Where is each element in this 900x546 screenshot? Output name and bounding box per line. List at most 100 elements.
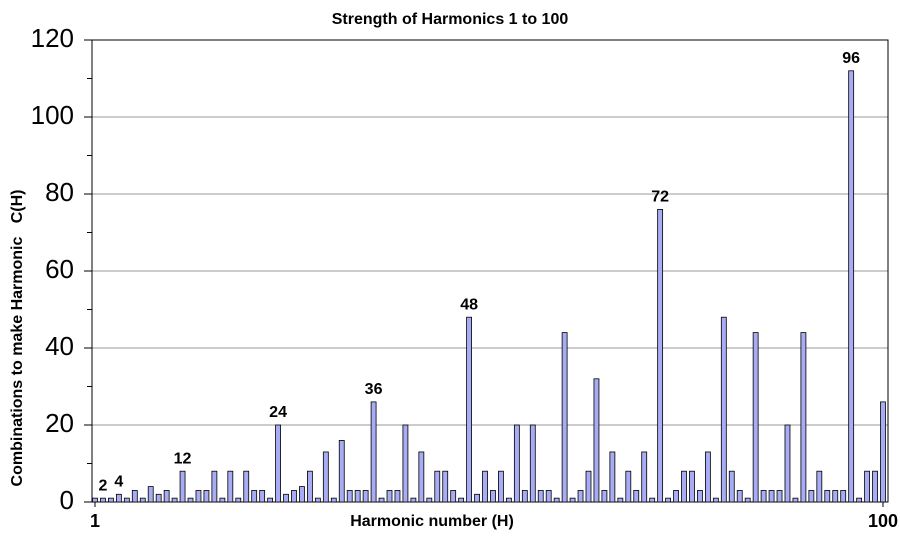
x-tick-label: 100 — [868, 511, 898, 531]
bar — [330, 497, 337, 503]
bar — [307, 470, 313, 503]
bar-annotation: 48 — [460, 296, 478, 313]
bar — [585, 470, 592, 503]
bar — [728, 470, 735, 503]
bar — [147, 486, 154, 503]
bar — [553, 497, 560, 503]
bar — [545, 490, 552, 503]
bar — [601, 490, 608, 503]
bar — [378, 497, 385, 503]
bar — [370, 401, 377, 503]
bar — [394, 490, 401, 503]
bar — [521, 490, 528, 503]
bar — [115, 493, 122, 503]
bar — [418, 451, 425, 503]
bar — [697, 490, 703, 503]
bar — [832, 490, 839, 503]
x-tick-label: 1 — [90, 511, 100, 531]
bar — [474, 493, 480, 503]
bar — [537, 490, 544, 503]
bar — [155, 493, 162, 503]
bar — [505, 497, 512, 503]
y-tick-label: 80 — [45, 177, 74, 207]
bar — [354, 490, 361, 503]
bar — [689, 470, 695, 503]
bar — [617, 497, 624, 503]
bar — [609, 451, 616, 503]
bar-annotation: 2 — [99, 477, 108, 494]
bar — [450, 490, 457, 503]
bar — [123, 497, 130, 503]
bar — [649, 497, 656, 503]
bar — [720, 316, 727, 503]
bar — [267, 497, 274, 503]
bar — [561, 332, 568, 503]
bar — [410, 497, 417, 503]
bar — [577, 490, 584, 503]
bar — [108, 497, 114, 503]
bar — [848, 70, 855, 503]
bar — [442, 470, 449, 503]
y-tick-label: 100 — [31, 100, 74, 130]
y-tick-label: 40 — [45, 331, 74, 361]
bar — [434, 470, 441, 503]
bar — [322, 451, 329, 503]
bar — [426, 497, 433, 503]
bar — [808, 490, 815, 503]
bar — [657, 208, 664, 503]
bar — [482, 470, 488, 503]
bar — [824, 490, 831, 503]
bar-annotation: 72 — [651, 189, 669, 206]
bar — [171, 497, 178, 503]
bar-annotation: 96 — [842, 50, 860, 67]
bar — [856, 497, 863, 503]
bar — [760, 490, 767, 503]
bar — [880, 401, 886, 503]
bar — [179, 470, 186, 503]
bar — [275, 424, 281, 503]
bar — [163, 490, 170, 503]
bar — [665, 497, 671, 503]
bar-annotation: 24 — [269, 404, 287, 421]
bar — [259, 490, 266, 503]
bar — [466, 316, 473, 503]
bar — [490, 490, 496, 503]
bar — [593, 378, 600, 503]
bar — [816, 470, 823, 503]
bar — [768, 490, 775, 503]
bar — [840, 490, 847, 503]
bar — [498, 470, 504, 503]
bar — [752, 332, 759, 503]
bar-annotation: 36 — [365, 381, 383, 398]
bar — [139, 497, 146, 503]
bar — [283, 493, 289, 503]
bar — [291, 490, 297, 503]
bar — [299, 486, 305, 503]
bar — [92, 497, 98, 503]
bar — [800, 332, 807, 503]
y-tick-label: 20 — [45, 408, 74, 438]
bar — [736, 490, 743, 503]
bar — [681, 470, 687, 503]
bar — [338, 439, 345, 503]
x-axis-label: Harmonic number (H) — [350, 513, 514, 530]
bar — [314, 497, 321, 503]
bar — [673, 490, 679, 503]
bar — [641, 451, 648, 503]
bar — [362, 490, 369, 503]
bar — [569, 497, 576, 503]
bar — [243, 470, 250, 503]
bar — [100, 497, 106, 503]
bar — [776, 490, 783, 503]
bar — [625, 470, 632, 503]
bar — [458, 497, 465, 503]
chart-title: Strength of Harmonics 1 to 100 — [332, 11, 569, 28]
y-tick-label: 0 — [60, 485, 74, 515]
bar — [633, 490, 640, 503]
bar — [251, 490, 258, 503]
bar — [529, 424, 536, 503]
bar — [712, 497, 719, 503]
bar — [227, 470, 234, 503]
bar-annotation: 4 — [114, 474, 123, 491]
